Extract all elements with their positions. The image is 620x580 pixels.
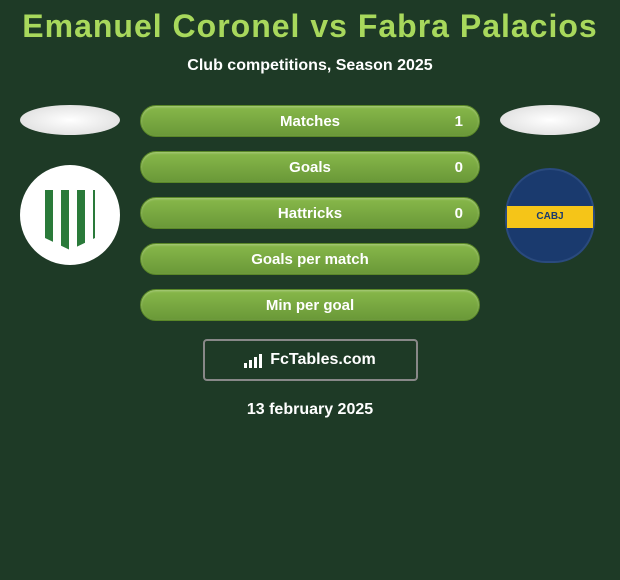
player-left-club-badge (20, 165, 120, 265)
stat-right-value: 0 (455, 205, 463, 222)
player-left-column (20, 105, 120, 265)
stat-pill-min-per-goal: Min per goal (140, 289, 480, 321)
stat-pill-goals-per-match: Goals per match (140, 243, 480, 275)
stat-pill-goals: Goals 0 (140, 151, 480, 183)
stat-right-value: 1 (455, 113, 463, 130)
stat-right-value: 0 (455, 159, 463, 176)
stat-label: Hattricks (278, 205, 342, 222)
branding-text: FcTables.com (270, 351, 376, 369)
shield-icon: CABJ (505, 168, 595, 263)
club-right-band: CABJ (507, 206, 593, 228)
stats-column: Matches 1 Goals 0 Hattricks 0 Goals per … (140, 105, 480, 321)
stat-label: Goals (289, 159, 331, 176)
stat-pill-matches: Matches 1 (140, 105, 480, 137)
player-right-column: CABJ (500, 105, 600, 265)
stat-label: Goals per match (251, 251, 369, 268)
subtitle: Club competitions, Season 2025 (0, 57, 620, 75)
player-left-avatar (20, 105, 120, 135)
stat-pill-hattricks: Hattricks 0 (140, 197, 480, 229)
player-right-club-badge: CABJ (500, 165, 600, 265)
main-container: Emanuel Coronel vs Fabra Palacios Club c… (0, 0, 620, 580)
branding-box: FcTables.com (203, 339, 418, 381)
page-title: Emanuel Coronel vs Fabra Palacios (0, 8, 620, 45)
player-right-avatar (500, 105, 600, 135)
date-label: 13 february 2025 (0, 401, 620, 419)
stat-label: Matches (280, 113, 340, 130)
comparison-area: Matches 1 Goals 0 Hattricks 0 Goals per … (0, 105, 620, 321)
bar-chart-icon (244, 352, 264, 368)
stat-label: Min per goal (266, 297, 354, 314)
